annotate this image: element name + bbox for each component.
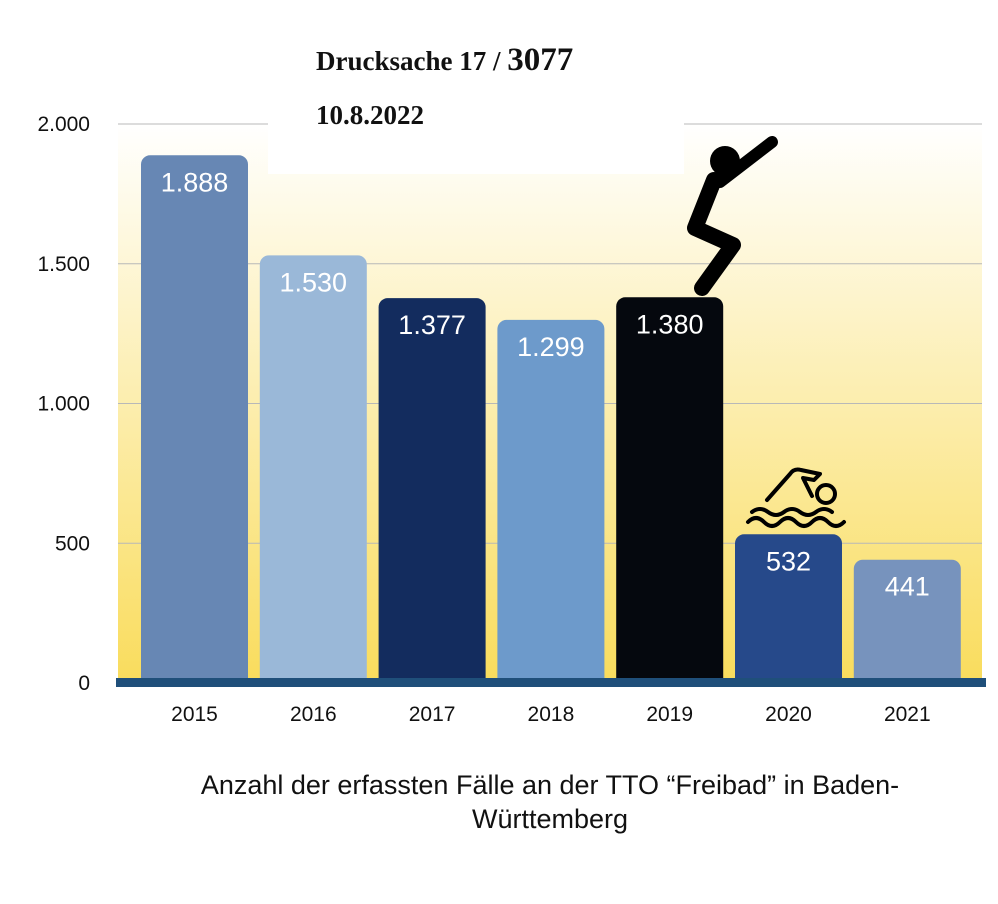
bar-2020 [735, 534, 842, 687]
swimmer-icon [746, 467, 846, 528]
bar-value-label-2018: 1.299 [517, 332, 585, 362]
y-tick-label: 0 [78, 672, 90, 695]
bar-value-label-2019: 1.380 [636, 309, 704, 339]
bar-2021 [853, 559, 961, 687]
jumper-icon [687, 136, 778, 296]
document-number: Drucksache 17 / 3077 [316, 42, 574, 78]
bar-value-label-2016: 1.530 [280, 267, 348, 297]
bar-2015 [141, 155, 248, 687]
y-tick-label: 1.500 [37, 253, 90, 276]
x-tick-label-2019: 2019 [646, 703, 693, 726]
x-tick-label-2021: 2021 [884, 703, 931, 726]
bars: 1.888 1.530 1.377 1.299 1.380 532 441 [141, 155, 961, 688]
x-axis-ticks: 2015 2016 2017 2018 2019 2020 2021 [171, 703, 931, 726]
document-date: 10.8.2022 [316, 100, 424, 130]
bar-value-label-2017: 1.377 [398, 310, 466, 340]
x-tick-label-2020: 2020 [765, 703, 812, 726]
y-tick-label: 2.000 [37, 113, 90, 136]
chart-caption: Anzahl der erfassten Fälle an der TTO “F… [200, 770, 900, 834]
bar-value-label-2021: 441 [885, 572, 930, 602]
y-axis-ticks: 0 500 1.000 1.500 2.000 [37, 113, 90, 695]
x-axis-baseline [116, 678, 986, 687]
x-tick-label-2017: 2017 [409, 703, 456, 726]
bar-2017 [378, 298, 486, 687]
header-box [268, 30, 684, 174]
document-number-value: 3077 [507, 42, 574, 78]
y-tick-label: 500 [55, 532, 90, 555]
bar-value-label-2015: 1.888 [161, 167, 229, 197]
bar-value-label-2020: 532 [766, 546, 811, 576]
bar-2019 [616, 297, 724, 687]
y-tick-label: 1.000 [37, 393, 90, 416]
bar-2016 [259, 255, 367, 688]
x-tick-label-2015: 2015 [171, 703, 218, 726]
bar-2018 [497, 319, 605, 687]
x-tick-label-2018: 2018 [528, 703, 575, 726]
x-tick-label-2016: 2016 [290, 703, 337, 726]
